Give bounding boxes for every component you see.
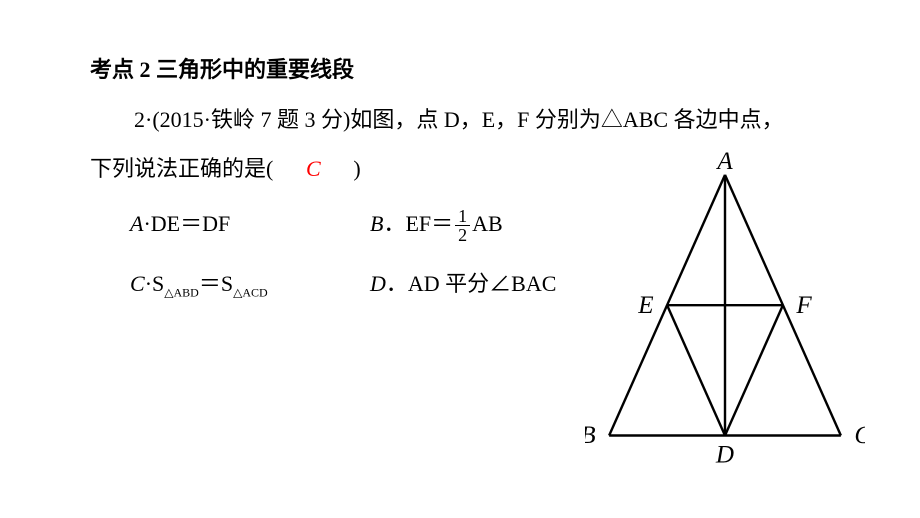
svg-text:B: B bbox=[585, 422, 596, 449]
option-b-text-pre: EF＝ bbox=[405, 211, 453, 236]
stem-text-2: 下列说法正确的是( bbox=[90, 156, 273, 181]
option-c: C·S△ABD＝S△ACD bbox=[130, 264, 370, 304]
option-a: A·DE＝DF bbox=[130, 204, 370, 244]
option-b: B．EF＝12AB bbox=[370, 204, 610, 244]
stem-text-1: 如图，点 D，E，F 分别为△ABC 各边中点， bbox=[350, 107, 783, 132]
option-b-label: B bbox=[370, 211, 383, 236]
option-sep: ． bbox=[383, 211, 405, 236]
question-stem-line1: 2·(2015·铁岭 7 题 3 分)如图，点 D，E，F 分别为△ABC 各边… bbox=[90, 100, 860, 140]
option-b-text-post: AB bbox=[472, 211, 503, 236]
option-d-text: AD 平分∠BAC bbox=[408, 271, 557, 296]
section-heading: 考点 2 三角形中的重要线段 bbox=[90, 50, 860, 90]
fraction-denominator: 2 bbox=[455, 226, 470, 244]
fraction-numerator: 1 bbox=[455, 207, 470, 226]
svg-text:F: F bbox=[795, 292, 812, 319]
triangle-diagram: A B C D E F bbox=[585, 150, 865, 470]
option-c-mid: ＝S bbox=[199, 271, 233, 296]
option-a-text: DE＝DF bbox=[151, 211, 230, 236]
option-d-label: D bbox=[370, 271, 386, 296]
option-c-label: C bbox=[130, 271, 145, 296]
option-d: D．AD 平分∠BAC bbox=[370, 264, 610, 304]
svg-text:C: C bbox=[854, 422, 865, 449]
option-sep: · bbox=[143, 211, 150, 236]
option-c-sub2: △ACD bbox=[233, 286, 268, 300]
option-c-sub1: △ABD bbox=[164, 286, 199, 300]
question-source: (2015·铁岭 7 题 3 分) bbox=[152, 107, 350, 132]
stem-text-3: ) bbox=[353, 156, 360, 181]
option-c-s1: S bbox=[152, 271, 164, 296]
svg-text:A: A bbox=[715, 150, 733, 175]
option-sep: ． bbox=[386, 271, 408, 296]
question-number: 2 bbox=[134, 107, 145, 132]
svg-text:D: D bbox=[715, 442, 734, 469]
option-a-label: A bbox=[130, 211, 143, 236]
option-sep: · bbox=[145, 271, 152, 296]
svg-text:E: E bbox=[637, 292, 653, 319]
answer-blank: C bbox=[273, 149, 353, 189]
